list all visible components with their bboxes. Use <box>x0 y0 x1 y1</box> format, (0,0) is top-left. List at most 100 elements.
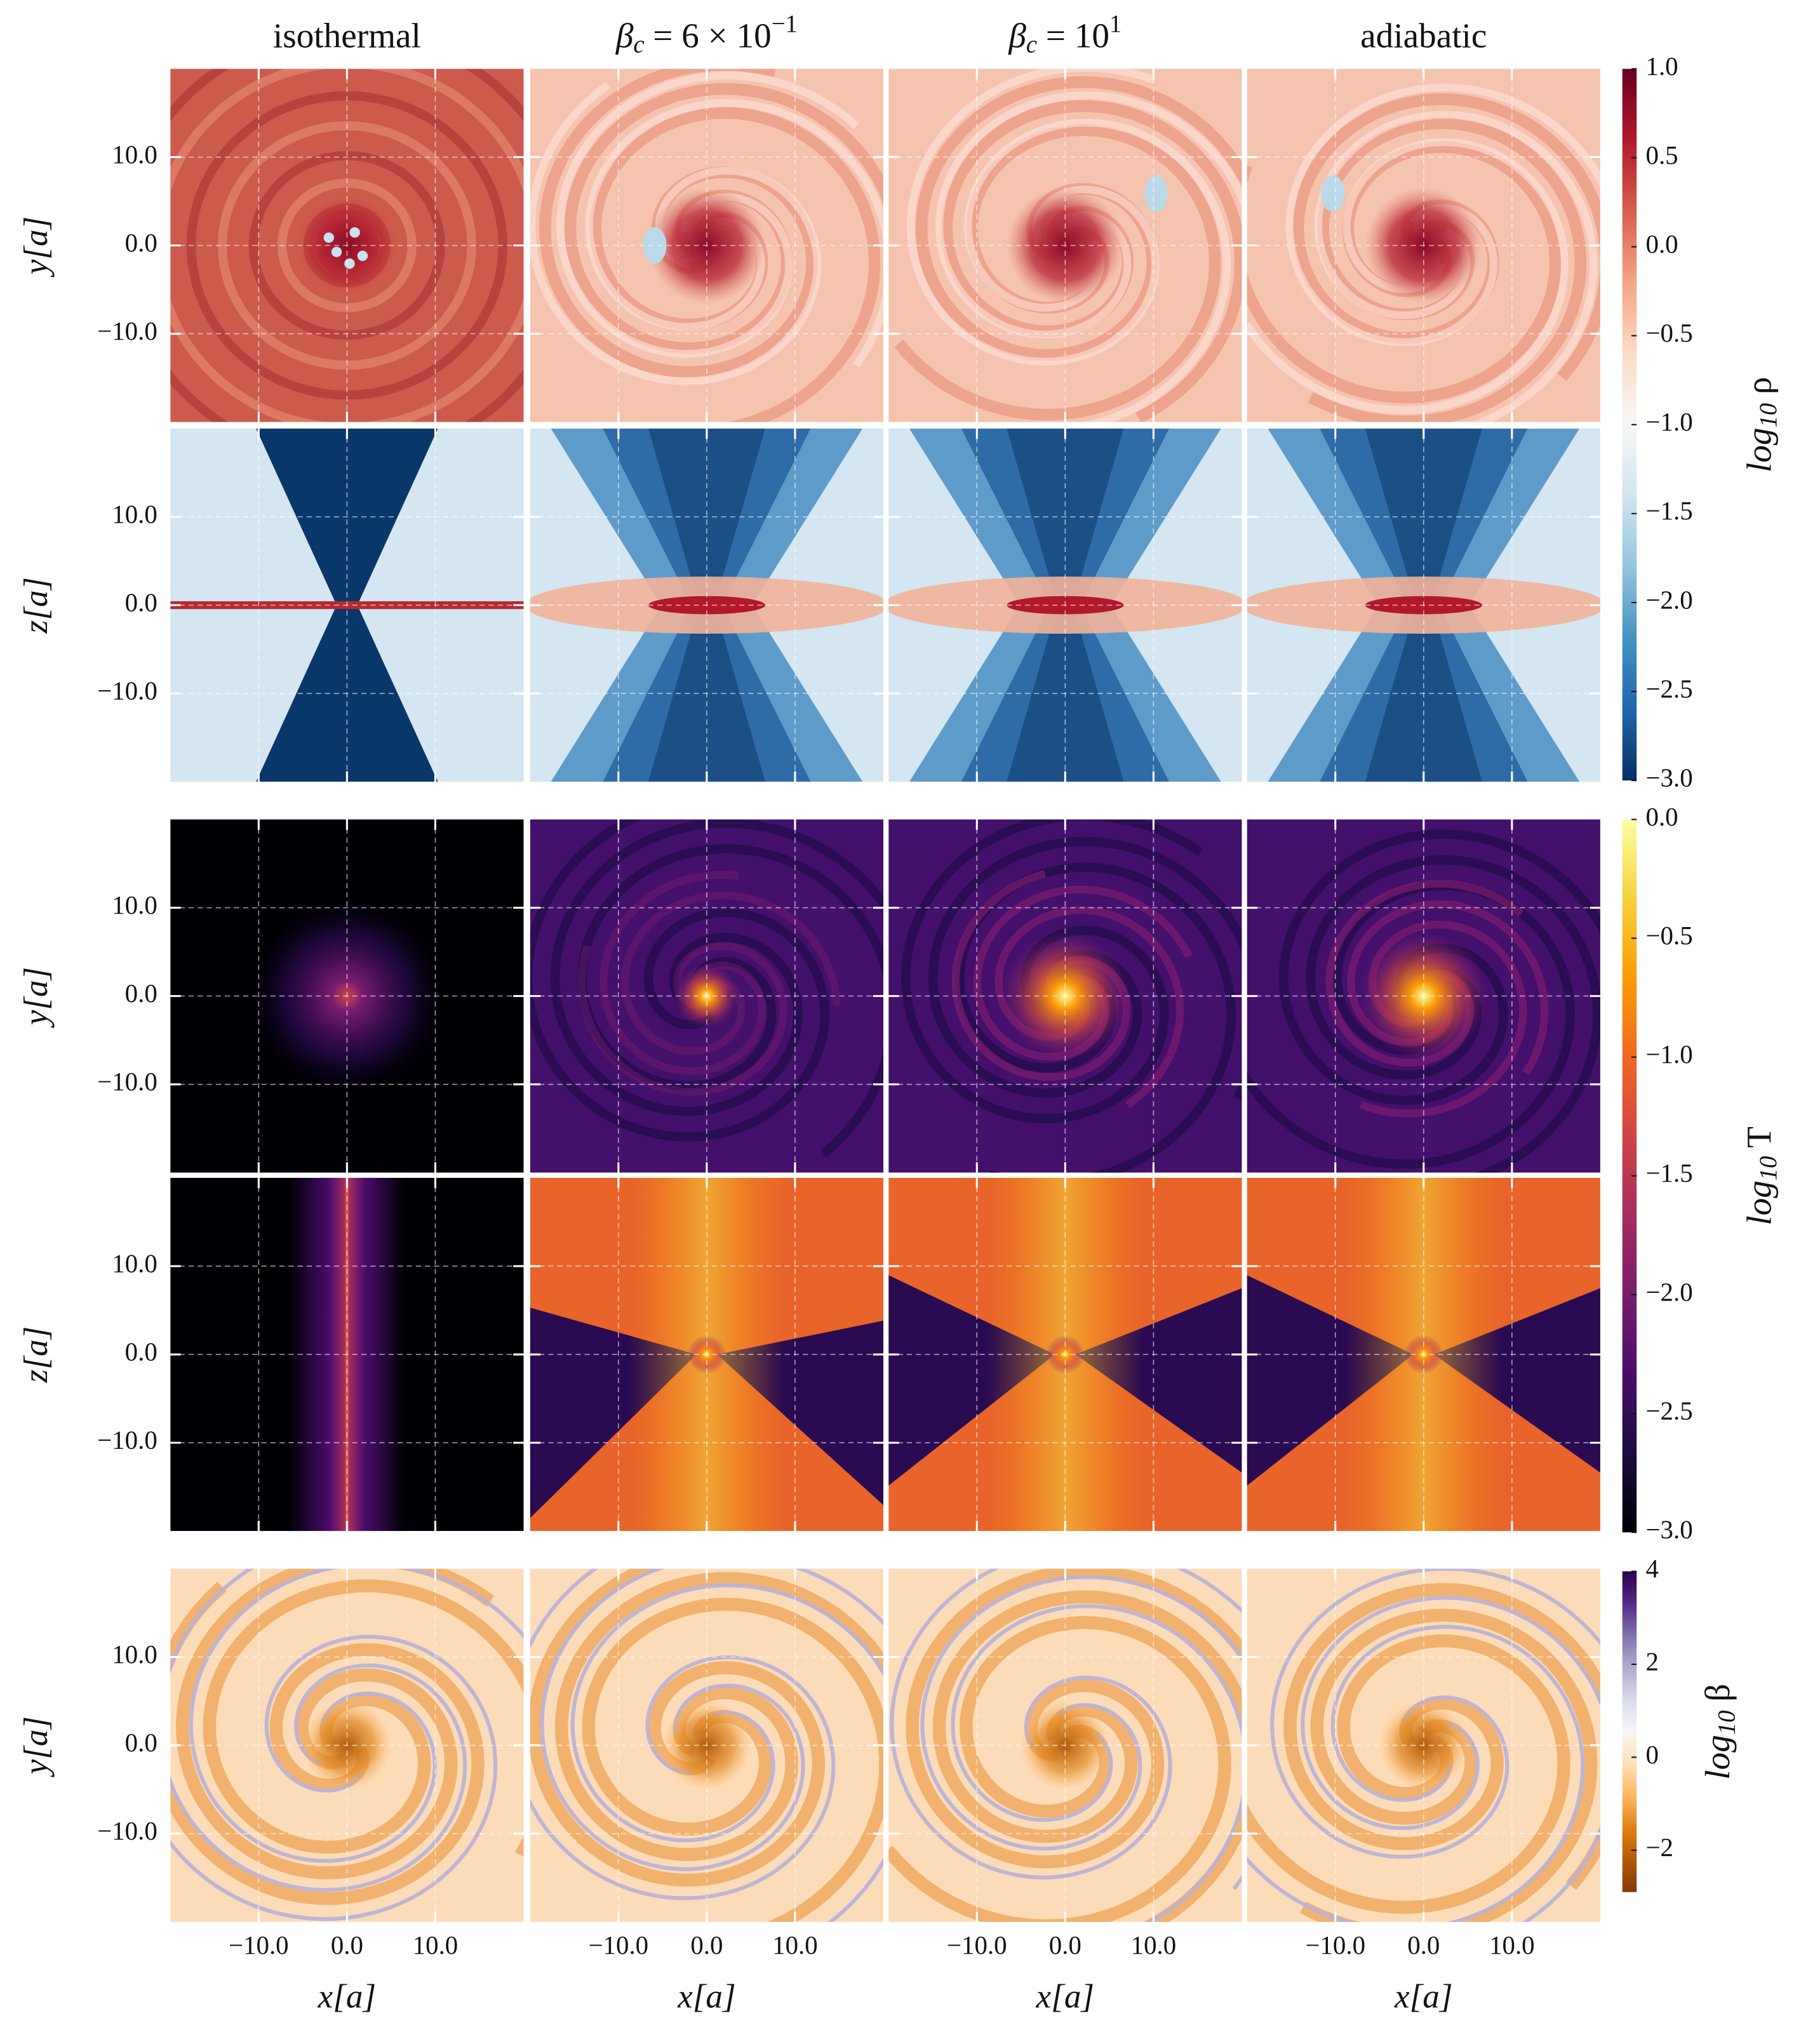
texture <box>1270 1568 1600 1859</box>
x-tick-label: −10.0 <box>947 1931 1007 1960</box>
panel <box>170 1568 524 1922</box>
colorbar-label-text: T <box>1739 1126 1778 1156</box>
texture <box>357 250 368 262</box>
x-tick-label: 0.0 <box>690 1931 723 1960</box>
texture <box>1301 1596 1600 1922</box>
y-axis-label: y[a] <box>17 217 55 278</box>
column-title: adiabatic <box>1360 16 1487 55</box>
texture <box>951 1604 1242 1922</box>
y-tick-label: −10.0 <box>97 317 157 345</box>
texture <box>888 1275 1055 1486</box>
texture <box>643 227 667 264</box>
x-tick-label: −10.0 <box>1305 1931 1365 1960</box>
y-tick-label: 0.0 <box>125 1337 157 1366</box>
column-title-text: adiabatic <box>1360 16 1487 55</box>
panel <box>530 1177 884 1532</box>
colorbar-tick-label: 0.0 <box>1646 230 1678 258</box>
panel <box>1247 1568 1600 1922</box>
x-axis-label: x[a] <box>1394 1978 1453 2015</box>
column-title-sup: −1 <box>772 11 798 37</box>
column-title: βc = 6 × 10−1 <box>615 11 798 58</box>
colorbar <box>1622 819 1637 1533</box>
panel <box>1247 819 1600 1173</box>
y-tick-label: 10.0 <box>112 500 157 528</box>
panel <box>888 1568 1242 1922</box>
y-tick-label: −10.0 <box>97 1817 157 1845</box>
texture <box>1075 1288 1242 1473</box>
x-tick-label: 10.0 <box>413 1931 459 1960</box>
colorbar-tick-label: −1.0 <box>1646 408 1693 436</box>
x-tick-label: −10.0 <box>229 1931 289 1960</box>
column-title-text: = 6 × 10 <box>645 16 772 55</box>
colorbar-tick-label: −0.5 <box>1646 319 1693 347</box>
column-title-sub: c <box>1026 31 1037 58</box>
x-tick-label: 10.0 <box>772 1931 818 1960</box>
colorbar-label-text: β <box>1698 1684 1737 1711</box>
x-tick-label: −10.0 <box>589 1931 649 1960</box>
column-title-text: isothermal <box>273 16 421 55</box>
y-axis-label: z[a] <box>17 577 55 634</box>
texture <box>170 1568 467 1892</box>
x-axis-label: x[a] <box>677 1978 736 2015</box>
column-title: isothermal <box>273 16 421 55</box>
texture <box>323 232 334 243</box>
texture <box>170 1634 498 1921</box>
x-tick-label: 0.0 <box>331 1931 363 1960</box>
colorbar-tick-label: 0 <box>1646 1740 1659 1769</box>
column-title-base: β <box>615 16 634 55</box>
panel <box>170 428 524 782</box>
colorbar-label: log10 T <box>1739 1126 1781 1226</box>
y-tick-label: −10.0 <box>97 1426 157 1455</box>
texture <box>1300 1608 1598 1922</box>
colorbar <box>1622 1571 1637 1892</box>
colorbar-label: log10 ρ <box>1739 377 1781 472</box>
column-title-sub: c <box>633 31 644 58</box>
colorbar-tick-label: 0.5 <box>1646 141 1678 170</box>
colorbar-label-text: ρ <box>1739 377 1778 403</box>
texture <box>189 1568 524 1863</box>
x-tick-label: 10.0 <box>1131 1931 1177 1960</box>
texture <box>1144 175 1168 212</box>
texture <box>344 258 355 269</box>
colorbar-tick-label: 0.0 <box>1646 803 1678 831</box>
colorbar-tick-label: −2.5 <box>1646 674 1693 703</box>
colorbar-tick-label: −2.5 <box>1646 1396 1693 1425</box>
colorbar-tick-label: −1.5 <box>1646 497 1693 525</box>
texture <box>550 819 884 1116</box>
texture <box>176 1568 495 1880</box>
x-tick-label: 0.0 <box>1049 1931 1081 1960</box>
texture <box>890 1568 1242 1880</box>
panel <box>888 819 1242 1173</box>
texture <box>1321 175 1345 212</box>
x-tick-label: 10.0 <box>1489 1931 1535 1960</box>
colorbar-tick-label: −2.0 <box>1646 1278 1693 1306</box>
texture <box>920 1575 1242 1890</box>
texture <box>1247 1624 1585 1922</box>
colorbar-tick-label: 2 <box>1646 1647 1659 1676</box>
panel <box>530 1568 884 1922</box>
y-tick-label: 0.0 <box>125 229 157 257</box>
y-tick-label: 10.0 <box>112 1640 157 1669</box>
colorbar-label-base: log <box>1698 1735 1737 1780</box>
x-tick-label: 0.0 <box>1407 1931 1440 1960</box>
column-title-base: β <box>1008 16 1026 55</box>
y-tick-label: 10.0 <box>112 1249 157 1278</box>
column-title-sup: 1 <box>1109 11 1121 37</box>
x-axis-label: x[a] <box>1036 1978 1095 2015</box>
panel <box>1247 69 1600 422</box>
y-tick-label: 10.0 <box>112 891 157 919</box>
column-title: βc = 101 <box>1008 11 1121 58</box>
colorbar-label-base: log <box>1739 427 1778 472</box>
y-tick-label: 10.0 <box>112 140 157 169</box>
y-tick-label: 0.0 <box>125 588 157 617</box>
panel <box>1247 1177 1600 1532</box>
panel <box>530 819 884 1173</box>
colorbar-tick-label: −1.0 <box>1646 1040 1693 1069</box>
colorbar-tick-label: −0.5 <box>1646 921 1693 950</box>
colorbar-label-sub: 10 <box>1755 1156 1782 1181</box>
panel <box>530 428 884 782</box>
y-tick-label: 0.0 <box>125 979 157 1008</box>
texture <box>530 819 829 1142</box>
colorbar-tick-label: 4 <box>1646 1554 1659 1583</box>
